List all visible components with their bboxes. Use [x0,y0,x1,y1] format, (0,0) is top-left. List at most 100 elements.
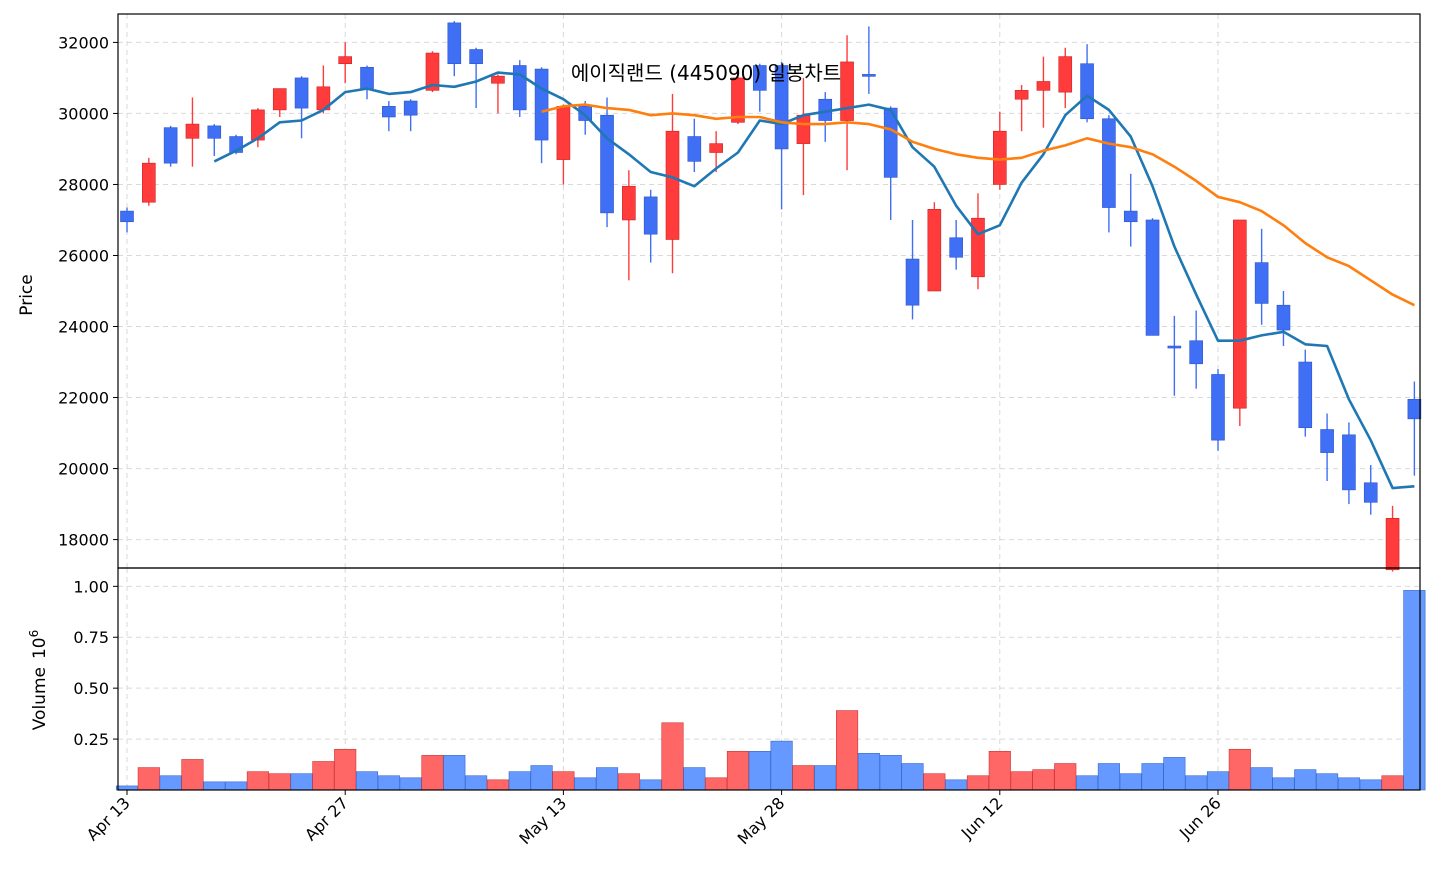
volume-bar [290,773,313,791]
candle-body [251,109,265,141]
volume-bar [465,775,488,791]
volume-bar [1010,771,1033,791]
candle-body [1145,219,1160,336]
candle-body [338,56,353,65]
volume-bar [1141,763,1164,791]
candle-body [796,114,811,144]
volume-bar [159,775,182,791]
candle-body [1123,210,1138,223]
volume-bar [617,773,640,791]
price-tick-label: 32000 [58,33,109,52]
x-tick-label: Jun 12 [957,793,1007,843]
candle-body [1080,63,1094,120]
volume-axis-exponent: 6 [27,630,41,638]
price-grid [118,41,1420,541]
volume-bar [1054,763,1077,791]
volume-bar [814,765,837,791]
volume-bar [726,751,750,791]
ma20-line [541,103,1415,307]
volume-bar [1272,777,1295,791]
candle-body [949,237,963,258]
candle-body [163,127,178,164]
candle-body [600,114,614,214]
price-tick-label: 20000 [58,460,109,479]
candle-body [709,143,723,153]
volume-bar [421,755,444,791]
volume-bar [792,765,815,791]
volume-bar [1228,748,1251,791]
candle-body [469,49,483,65]
volume-axis-label-text: Volume [30,667,50,730]
ma5-line [213,71,1415,490]
candle-body [752,65,767,91]
candle-body [687,136,702,162]
volume-bar [508,771,531,791]
price-axis-label: Price [17,274,37,315]
candle-body [1036,81,1051,91]
x-tick-label: May 28 [734,793,789,848]
x-tick-label: Apr 13 [83,793,134,844]
volume-bar [377,775,400,791]
candle-body [1058,56,1073,93]
volume-bar [530,765,553,791]
candle-body [360,66,374,89]
candle-body [774,65,789,150]
chart-title: 에이직랜드 (445090) 일봉차트 [571,61,841,85]
candle-body [665,130,680,240]
candle-body [862,74,876,77]
candle-body [905,258,920,306]
volume-bar [836,710,859,791]
candle-body [622,185,636,221]
volume-bars [115,590,1426,791]
candle-body [207,125,222,139]
candle-body [1407,399,1422,420]
candle-body [403,100,418,116]
candle-body [425,52,440,91]
candle-body [992,130,1007,185]
candle-body [1254,262,1269,304]
volume-bar [988,751,1011,791]
volume-bar [661,722,684,791]
volume-bar [1381,775,1404,791]
x-tick-label: Apr 27 [301,793,352,844]
candle-body [1189,340,1203,365]
volume-bar [246,771,269,791]
candle-body [272,88,287,111]
volume-bar [574,777,597,791]
volume-bar [137,767,160,791]
candle-body [1014,90,1029,100]
volume-bar [1076,775,1099,791]
volume-bar [225,781,248,791]
volume-bar [748,751,771,791]
candle-body [927,209,942,292]
candle-body [1385,517,1400,571]
volume-bar [1250,767,1273,791]
volume-bar [1185,775,1208,791]
candle-body [1298,361,1313,429]
volume-bar [443,755,466,791]
candle-body [1276,304,1291,331]
volume-bar [1294,769,1317,791]
volume-bar [181,759,204,791]
price-tick-label: 30000 [58,104,109,123]
candle-body [1211,374,1225,441]
volume-bar [945,779,968,791]
volume-bar [683,767,706,791]
volume-tick-label: 0.50 [73,679,109,698]
volume-bar [857,753,880,791]
volume-bar [1032,769,1055,791]
candle-body [1167,345,1182,349]
volume-bar [1359,779,1382,791]
moving-averages [213,71,1415,490]
volume-bar [552,771,575,791]
volume-bar [879,755,902,791]
volume-axis-multiplier: 10 [30,637,50,659]
volume-y-ticks: 0.25 0.50 0.75 1.00 [73,577,118,749]
volume-panel-frame [117,567,1421,791]
volume-bar [901,763,924,791]
volume-grid [118,585,1420,740]
candle-body [142,162,156,203]
volume-bar [705,777,728,791]
volume-bar [966,775,990,791]
volume-tick-label: 0.75 [73,628,109,647]
